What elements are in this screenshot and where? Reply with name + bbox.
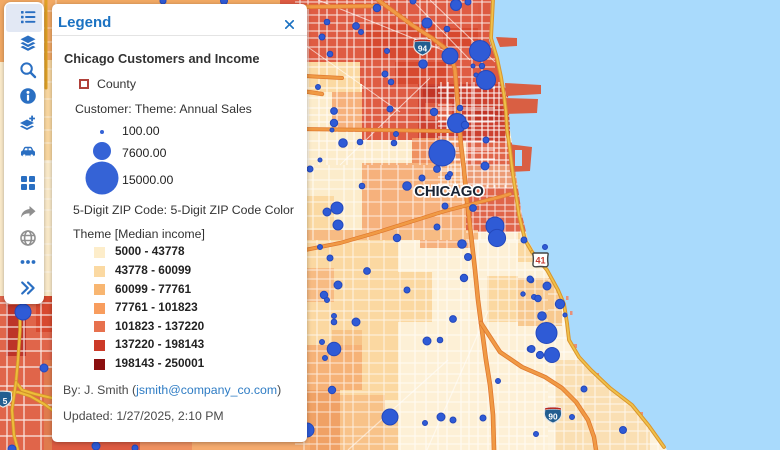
- svg-text:5: 5: [3, 396, 8, 406]
- svg-text:CHICAGO: CHICAGO: [414, 183, 484, 200]
- svg-text:90: 90: [548, 412, 558, 422]
- svg-text:94: 94: [418, 44, 428, 54]
- svg-text:41: 41: [535, 256, 545, 266]
